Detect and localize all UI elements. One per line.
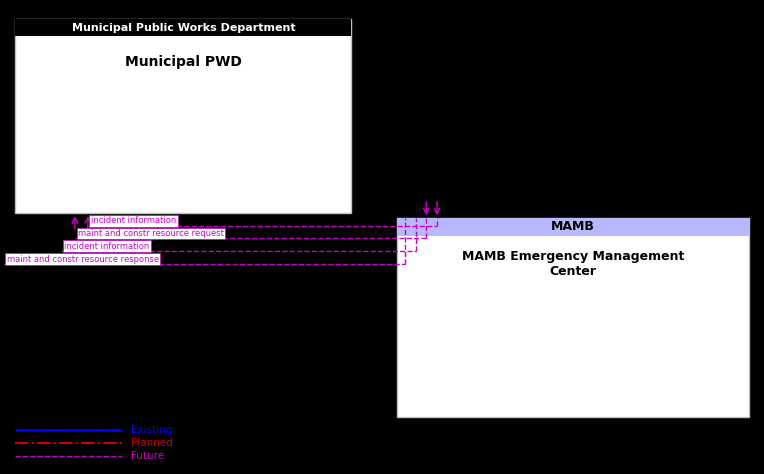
Text: incident information: incident information — [64, 242, 150, 251]
Bar — [397, 218, 749, 417]
Text: Planned: Planned — [131, 438, 173, 448]
Text: maint and constr resource request: maint and constr resource request — [78, 229, 224, 238]
Text: incident information: incident information — [91, 216, 176, 225]
Bar — [15, 19, 351, 36]
Text: maint and constr resource response: maint and constr resource response — [7, 255, 159, 264]
Text: MAMB: MAMB — [551, 220, 595, 234]
Text: Municipal PWD: Municipal PWD — [125, 55, 241, 69]
Bar — [397, 218, 749, 236]
Text: Future: Future — [131, 451, 164, 462]
Bar — [15, 19, 351, 213]
Text: Municipal Public Works Department: Municipal Public Works Department — [72, 23, 295, 33]
Text: MAMB Emergency Management
Center: MAMB Emergency Management Center — [461, 250, 685, 278]
Text: Existing: Existing — [131, 425, 173, 435]
